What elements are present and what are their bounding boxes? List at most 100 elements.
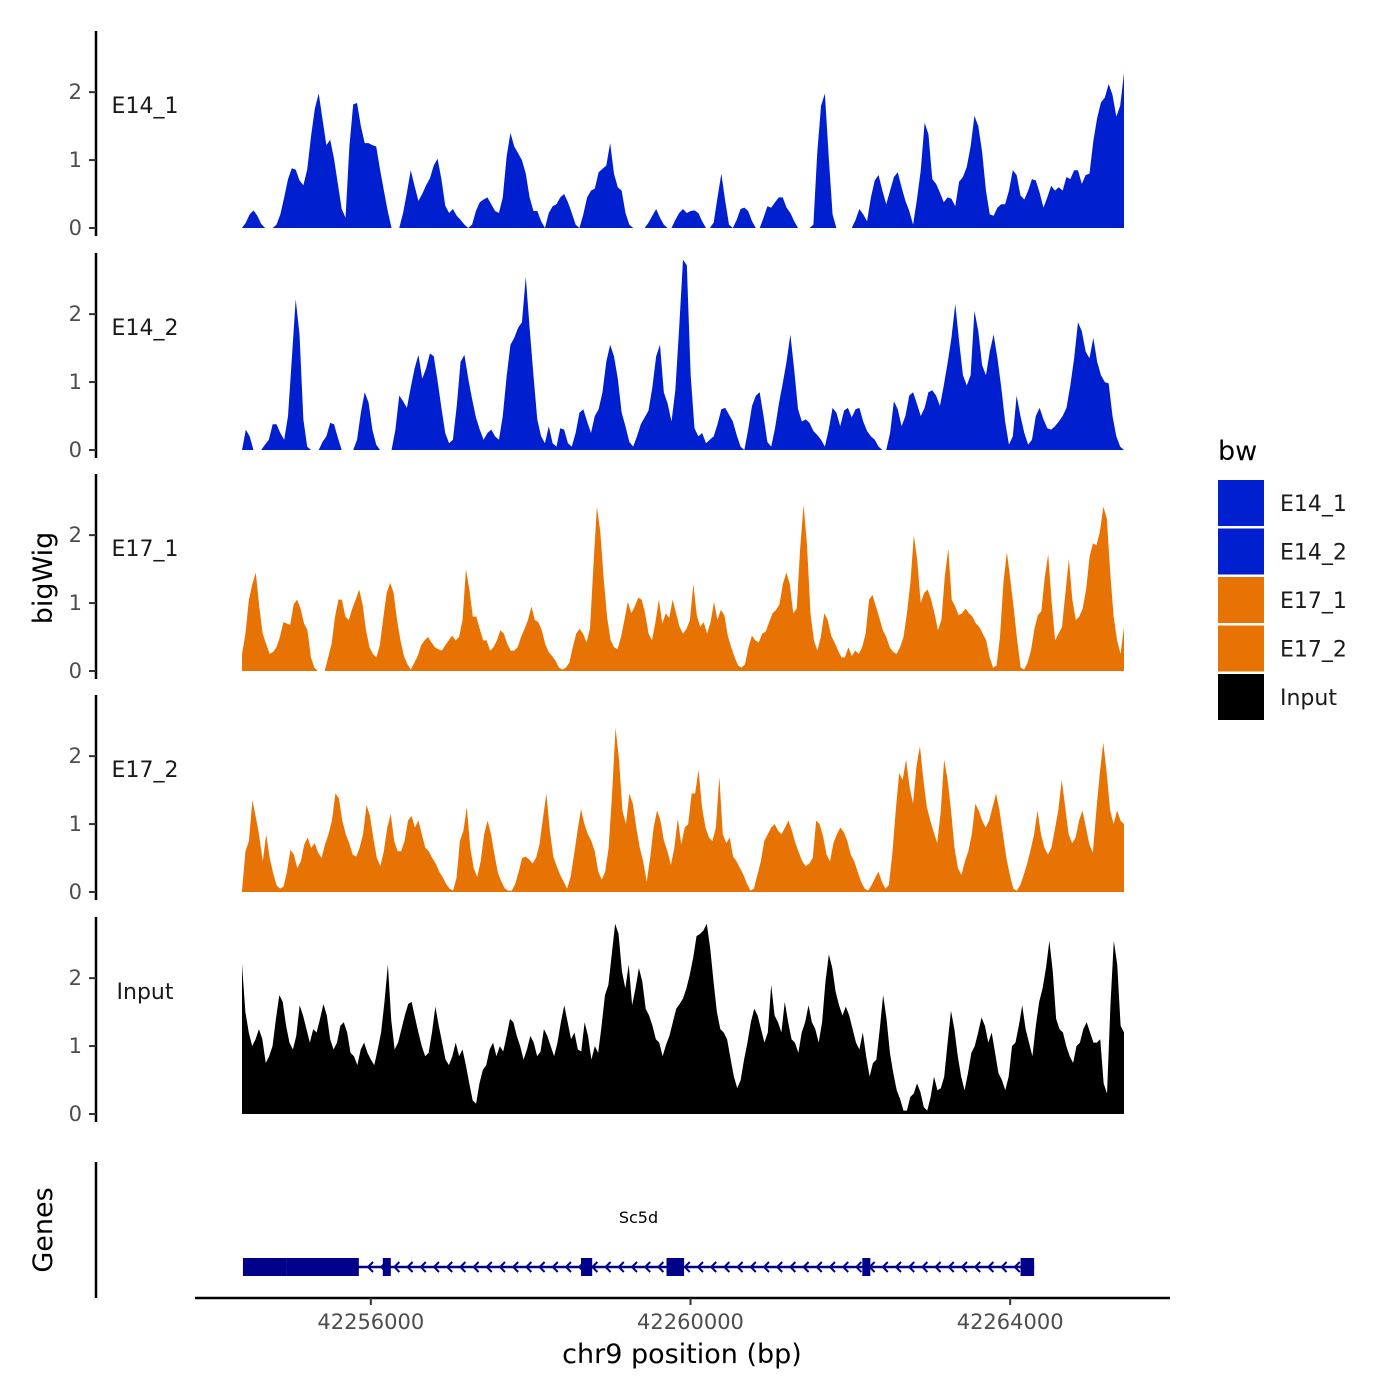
legend-items: E14_1 E14_2 E17_1 E17_2 Input	[1218, 480, 1347, 720]
strand-arrow	[920, 1261, 929, 1273]
legend-swatch	[1218, 674, 1264, 720]
y-tick-label: 1	[69, 148, 82, 172]
strand-arrow	[392, 1261, 401, 1273]
strand-arrow	[498, 1261, 506, 1273]
strand-arrow	[762, 1261, 770, 1273]
track-E17_1: 0 1 2 E17_1	[69, 474, 1124, 683]
legend-swatch	[1218, 480, 1264, 526]
strand-arrow	[617, 1261, 625, 1273]
gene-exon	[286, 1258, 359, 1276]
track-label: Input	[117, 980, 174, 1005]
legend-swatch	[1218, 625, 1264, 672]
strand-arrow	[406, 1261, 414, 1273]
legend-label: E14_2	[1280, 541, 1347, 566]
y-tick-label: 0	[69, 1102, 82, 1126]
strand-arrow	[907, 1261, 915, 1273]
signal-area-E14_2	[242, 259, 1124, 450]
strand-arrow	[590, 1261, 599, 1273]
track-label: E17_1	[112, 537, 179, 562]
y-tick-label: 1	[69, 370, 82, 394]
x-ticks: 42256000 42260000 42264000	[317, 1298, 1064, 1334]
signal-area-E17_1	[242, 504, 1124, 671]
x-axis-title: chr9 position (bp)	[562, 1339, 802, 1370]
signal-area-E17_2	[242, 727, 1124, 892]
strand-arrow	[630, 1261, 638, 1273]
y-tick-label: 2	[69, 966, 82, 990]
gene-exon	[382, 1258, 391, 1276]
strand-arrow	[432, 1261, 440, 1273]
strand-arrow	[841, 1261, 849, 1273]
track-E14_2: 0 1 2 E14_2	[69, 253, 1124, 462]
strand-arrow	[854, 1261, 863, 1273]
y-tick-label: 1	[69, 812, 82, 836]
track-Input: 0 1 2 Input	[69, 917, 1124, 1126]
strand-arrow	[934, 1261, 942, 1273]
x-tick-label: 42260000	[637, 1310, 744, 1334]
legend-title: bw	[1218, 436, 1257, 467]
y-tick-label: 1	[69, 591, 82, 615]
track-E14_1: 0 1 2 E14_1	[69, 31, 1124, 240]
strand-arrow	[564, 1261, 572, 1273]
gene-name-label: Sc5d	[619, 1208, 658, 1227]
gene-model	[242, 1258, 1035, 1276]
gene-exon	[242, 1258, 287, 1276]
y-tick-label: 0	[69, 438, 82, 462]
legend-label: Input	[1280, 686, 1337, 711]
strand-arrow	[881, 1261, 889, 1273]
y-axis-title: bigWig	[28, 532, 59, 625]
strand-arrow	[524, 1261, 533, 1273]
strand-arrow	[973, 1261, 981, 1273]
y-tick-label: 0	[69, 880, 82, 904]
legend: bw E14_1 E14_2 E17_1 E17_2 Input	[1218, 436, 1347, 720]
strand-arrow	[749, 1261, 757, 1273]
legend-item: E14_1	[1218, 480, 1347, 526]
strand-arrow	[551, 1261, 559, 1273]
strand-arrow	[894, 1261, 902, 1273]
strand-arrow	[643, 1261, 651, 1273]
x-axis: 42256000 42260000 42264000 chr9 position (…	[195, 1296, 1170, 1370]
track-label: E14_2	[112, 316, 179, 341]
strand-arrow	[788, 1261, 797, 1273]
signal-area-E14_1	[242, 73, 1124, 229]
strand-arrow	[696, 1261, 704, 1273]
legend-item: E17_1	[1218, 577, 1347, 623]
y-tick-label: 0	[69, 659, 82, 683]
strand-arrow	[709, 1261, 717, 1273]
legend-label: E14_1	[1280, 492, 1347, 517]
strand-arrow	[419, 1261, 427, 1273]
strand-arrow	[722, 1261, 731, 1273]
y-tick-label: 2	[69, 80, 82, 104]
strand-arrow	[656, 1261, 665, 1273]
legend-item: Input	[1218, 674, 1337, 720]
strand-arrow	[511, 1261, 519, 1273]
signal-area-Input	[242, 923, 1124, 1114]
strand-arrow	[802, 1261, 810, 1273]
legend-label: E17_2	[1280, 638, 1347, 663]
strand-arrow	[947, 1261, 955, 1273]
strand-arrow	[485, 1261, 493, 1273]
gene-exon	[862, 1258, 871, 1276]
strand-arrow	[815, 1261, 823, 1273]
legend-swatch	[1218, 528, 1264, 575]
y-tick-label: 2	[69, 523, 82, 547]
strand-arrow	[538, 1261, 546, 1273]
strand-arrow	[960, 1261, 968, 1273]
legend-item: E14_2	[1218, 528, 1347, 575]
gene-exon	[581, 1258, 593, 1276]
track-label: E14_1	[112, 94, 179, 119]
genes-axis-title: Genes	[28, 1187, 59, 1272]
strand-arrow	[775, 1261, 783, 1273]
x-tick-label: 42256000	[317, 1310, 424, 1334]
strand-arrow	[458, 1261, 467, 1273]
strand-arrow	[472, 1261, 480, 1273]
strand-arrow	[366, 1261, 374, 1273]
x-tick-label: 42264000	[957, 1310, 1064, 1334]
y-tick-label: 0	[69, 216, 82, 240]
track-label: E17_2	[112, 758, 179, 783]
strand-arrow	[828, 1261, 836, 1273]
y-tick-label: 1	[69, 1034, 82, 1058]
bigwig-tracks: 0 1 2 E14_1 0 1 2 E14_2 0 1 2 E17_1 0 1 2 E17_2 0 1 2 Input	[69, 31, 1124, 1126]
strand-arrow	[1013, 1261, 1021, 1273]
gene-exon	[1020, 1258, 1035, 1276]
